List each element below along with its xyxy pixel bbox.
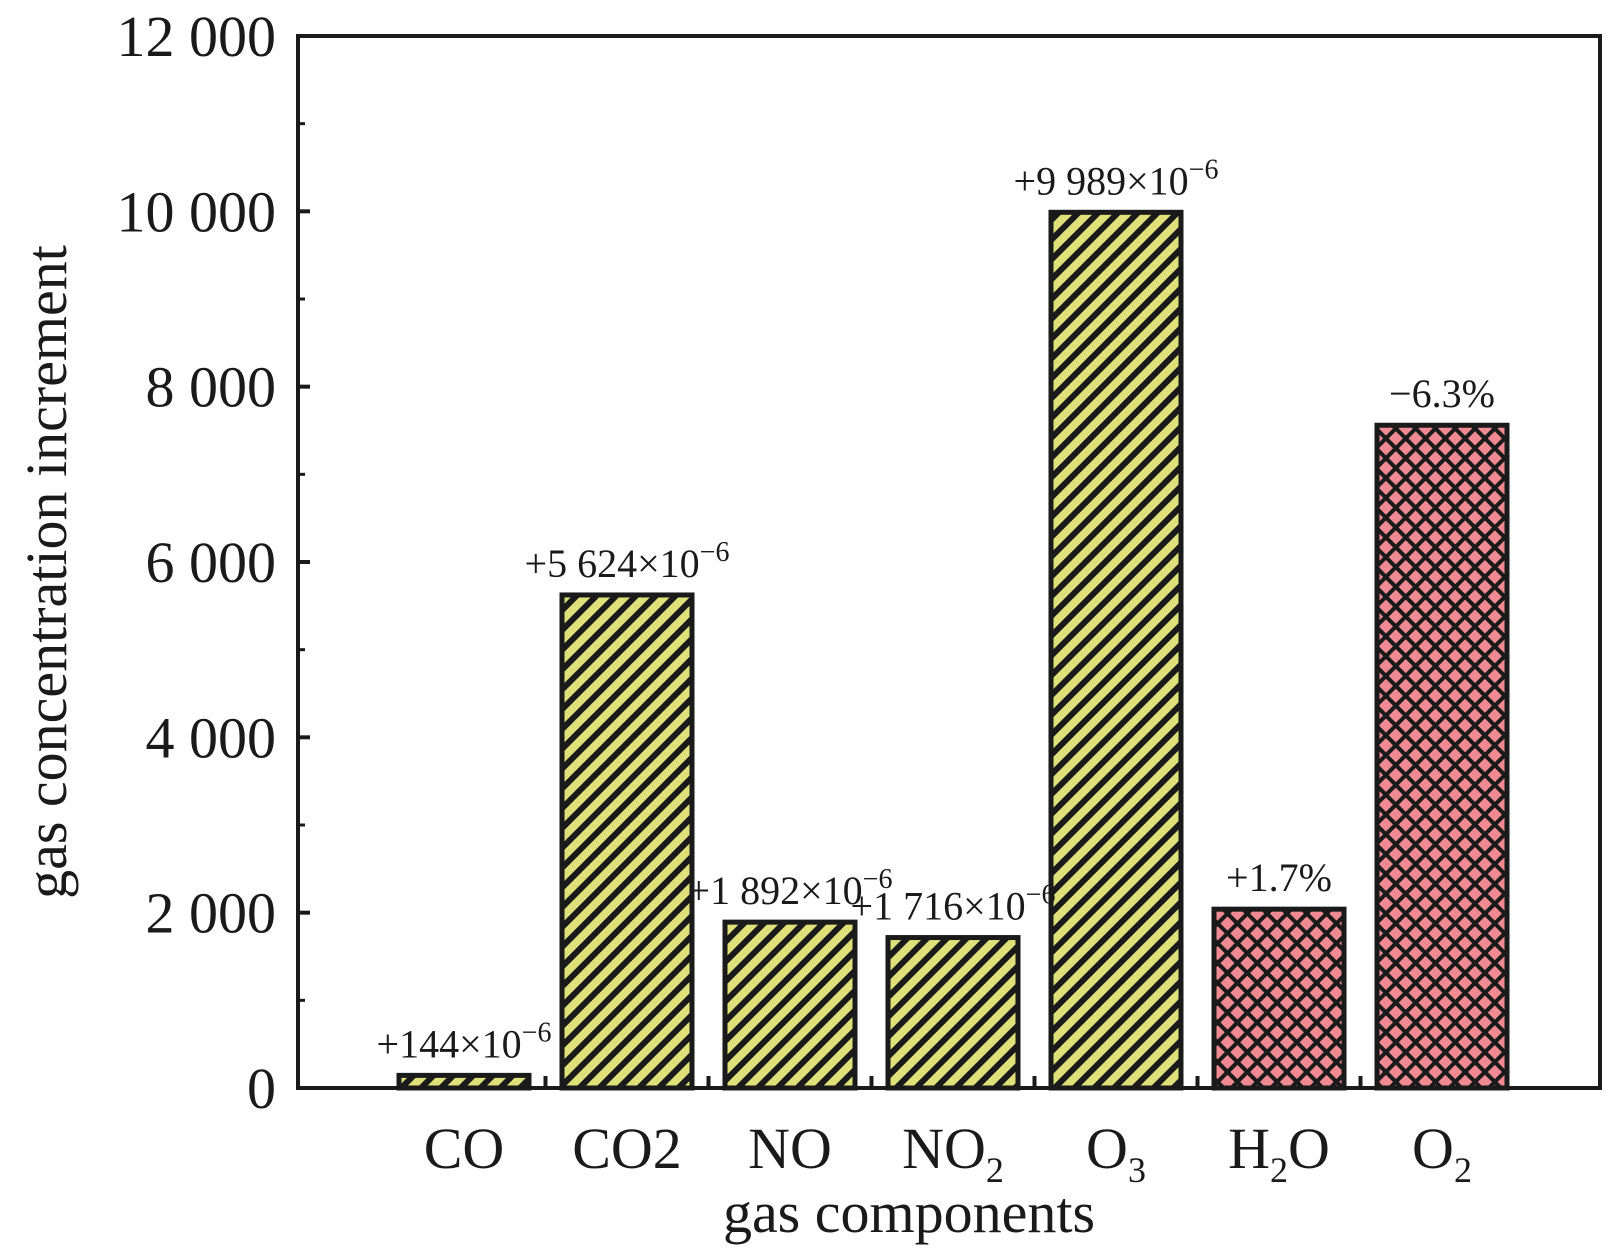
x-tick-label: NO2: [902, 1116, 1004, 1190]
x-tick-label: NO: [748, 1116, 832, 1181]
x-tick-label: CO2: [572, 1116, 682, 1181]
bar-1: [559, 592, 695, 1091]
bar-5: [1211, 906, 1347, 1091]
x-axis-title: gas components: [723, 1180, 1095, 1245]
data-label-6: −6.3%: [1389, 371, 1495, 416]
data-label-5: +1.7%: [1226, 855, 1332, 900]
bar-3: [885, 935, 1021, 1091]
x-tick-label: H2O: [1228, 1116, 1330, 1190]
y-tick-label: 8 000: [146, 355, 277, 420]
bar-2: [722, 919, 858, 1091]
data-label-0: +144×10−6: [377, 1017, 552, 1066]
bar-group: [396, 209, 1510, 1091]
data-label-group: +144×10−6 +5 624×10−6 +1 892×10−6+1 716×10…: [377, 154, 1495, 1066]
bar-6: [1374, 422, 1510, 1091]
data-label-2: +1 892×10−6: [688, 864, 893, 913]
x-tick-label: O2: [1412, 1116, 1472, 1190]
y-tick-label: 0: [247, 1056, 276, 1121]
data-label-3: +1 716×10−6: [851, 880, 1056, 929]
bar-4: [1048, 209, 1184, 1091]
x-tick-label: CO: [424, 1116, 505, 1181]
y-tick-label: 2 000: [146, 881, 277, 946]
y-axis: 0 2 000 4 000 6 000 8 000 10 000 12 000: [117, 4, 310, 1121]
data-label-1: +5 624×10−6: [525, 537, 730, 586]
y-tick-label: 12 000: [117, 4, 277, 69]
x-axis: CO CO2 NO NO2 O3 H2O O2: [424, 1076, 1472, 1190]
x-tick-label: O3: [1086, 1116, 1146, 1190]
data-label-4: +9 989×10−6: [1014, 154, 1219, 203]
y-tick-label: 10 000: [117, 179, 277, 244]
y-axis-title: gas concentration increment: [14, 245, 79, 899]
y-tick-label: 4 000: [146, 705, 277, 770]
y-tick-label: 6 000: [146, 530, 277, 595]
